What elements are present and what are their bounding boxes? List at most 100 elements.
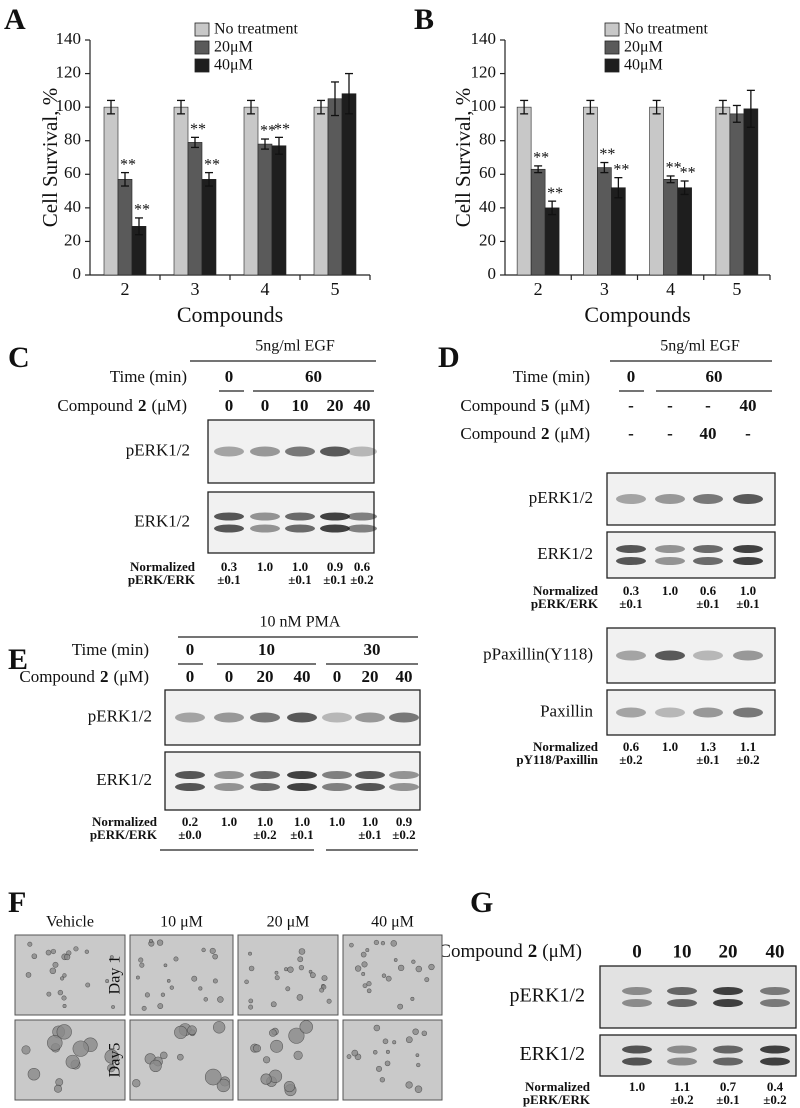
normalized-value: ±0.2 <box>670 1092 693 1107</box>
band <box>616 545 646 553</box>
cell <box>382 1038 389 1045</box>
cell <box>319 987 325 993</box>
bar <box>327 98 343 276</box>
cell <box>287 966 294 973</box>
band <box>713 1057 743 1066</box>
cell <box>56 1024 72 1040</box>
header-cell: 40 <box>700 424 717 443</box>
error-bar <box>600 161 609 174</box>
y-tick-label: 100 <box>471 96 497 115</box>
blot-label: pERK1/2 <box>529 488 593 507</box>
band <box>667 987 697 995</box>
normalized-value: 1.1 <box>674 1079 690 1094</box>
significance-marker: ** <box>533 150 549 167</box>
cell <box>31 953 38 960</box>
cell <box>72 1040 89 1057</box>
error-bar <box>680 180 689 196</box>
normalized-value: 1.0 <box>740 583 756 598</box>
header-cell: 40 <box>396 667 413 686</box>
error-bar <box>121 171 129 187</box>
normalized-value: ±0.2 <box>392 827 415 842</box>
cell <box>416 1062 421 1068</box>
error-bar <box>732 104 741 123</box>
treatment: 10 nM PMA <box>260 614 341 631</box>
y-tick-label: 40 <box>479 197 496 216</box>
normalized-label: pERK/ERK <box>523 1092 591 1107</box>
cell <box>104 1049 119 1064</box>
normalized-value: ±0.2 <box>350 572 373 587</box>
normalized-value: ±0.1 <box>619 596 642 611</box>
cell <box>212 978 218 984</box>
y-tick-label: 40 <box>64 197 81 216</box>
band <box>322 771 352 779</box>
error-bar <box>666 175 675 184</box>
y-tick-label: 60 <box>479 163 496 182</box>
cell <box>149 1059 162 1073</box>
micrograph <box>237 934 339 1016</box>
x-tick-label: 5 <box>732 279 741 299</box>
label-prefix: Compound <box>460 396 536 415</box>
micrograph <box>237 1019 339 1101</box>
label-unit: (μM) <box>113 667 149 686</box>
cell <box>166 979 171 983</box>
cell <box>379 1077 385 1083</box>
label-prefix: Compound <box>438 941 523 962</box>
row-label: Compound 2 (μM) <box>19 667 149 686</box>
cell <box>384 1060 391 1067</box>
significance-marker: ** <box>204 156 220 173</box>
band <box>347 524 377 533</box>
panel-letter: E <box>8 643 28 676</box>
band <box>733 494 763 504</box>
cell <box>105 979 110 983</box>
band <box>693 707 723 718</box>
cell <box>405 1081 413 1089</box>
cell <box>248 951 252 956</box>
cell <box>410 996 415 1001</box>
band <box>655 707 685 718</box>
band <box>622 1045 652 1054</box>
cell <box>397 1003 404 1010</box>
blot-label: pERK1/2 <box>126 440 190 459</box>
bar <box>743 108 759 276</box>
cell <box>424 977 430 983</box>
header-cell: 0 <box>186 667 195 686</box>
band <box>693 557 723 565</box>
cell <box>373 1024 381 1032</box>
normalized-label: Normalized <box>92 814 158 829</box>
label-unit: (μM) <box>151 396 187 415</box>
header-cell: - <box>628 396 634 415</box>
band <box>616 494 646 504</box>
compound-number: 2 <box>541 424 550 443</box>
cell <box>138 957 144 963</box>
cell <box>269 1029 277 1037</box>
blot <box>599 1034 797 1077</box>
bar <box>715 106 731 276</box>
band <box>693 650 723 661</box>
cell <box>274 970 279 975</box>
cell <box>50 948 56 955</box>
error-bar <box>331 81 339 117</box>
normalized-label: Normalized <box>533 583 599 598</box>
significance-marker: ** <box>274 121 290 138</box>
cell <box>390 940 397 947</box>
bar <box>663 179 678 276</box>
normalized-label: Normalized <box>130 559 196 574</box>
header-cell: 30 <box>364 640 381 659</box>
band <box>322 712 352 723</box>
band <box>250 771 280 779</box>
cell <box>201 947 206 953</box>
normalized-value: ±0.1 <box>696 752 719 767</box>
normalized-value: 0.6 <box>354 559 371 574</box>
y-tick-label: 20 <box>479 230 496 249</box>
row-label: Time (min) <box>513 367 590 386</box>
cell <box>288 1027 305 1044</box>
cell <box>174 1025 188 1039</box>
blot-label: ERK1/2 <box>134 511 190 530</box>
legend-label: No treatment <box>624 21 709 38</box>
cell <box>372 1050 378 1055</box>
normalized-value: 0.6 <box>700 583 717 598</box>
x-axis-label: Compounds <box>584 302 690 327</box>
panel-letter: D <box>438 341 460 374</box>
cell <box>326 998 332 1004</box>
cell <box>284 967 289 972</box>
